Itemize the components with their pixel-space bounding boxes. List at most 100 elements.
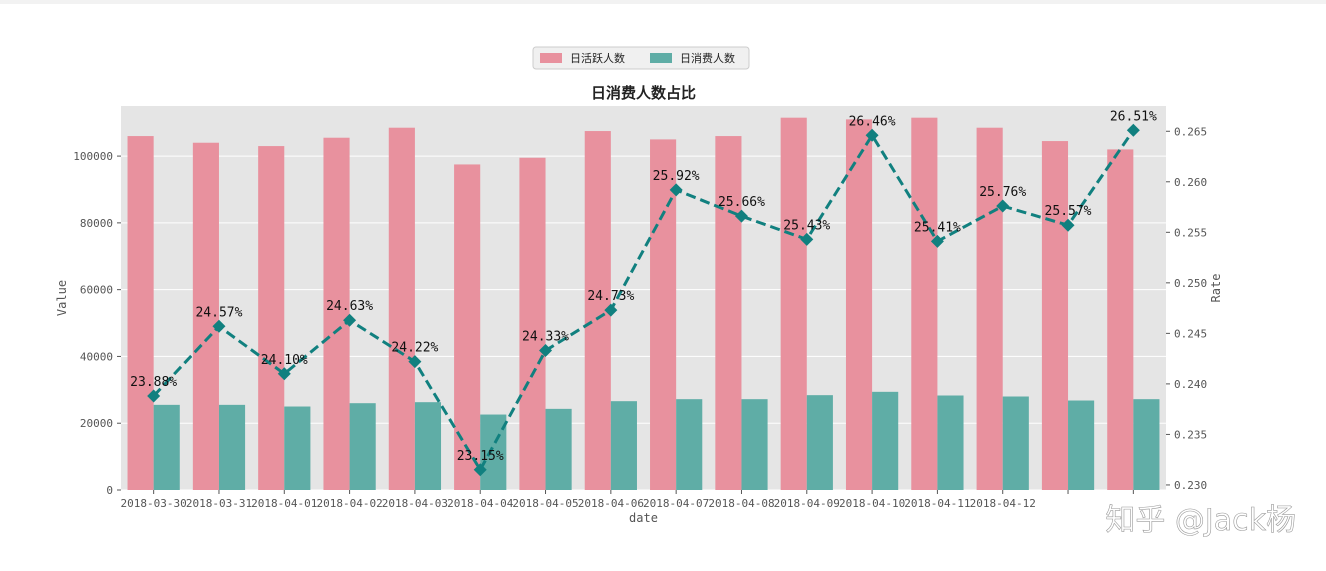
bar-consume-2018-04-07: [676, 399, 703, 490]
bar-consume-2018-04-11: [937, 395, 964, 490]
right-y-tick-label: 0.245: [1174, 327, 1207, 340]
x-tick-label: 2018-04-09: [774, 497, 840, 510]
axes: 0 20000 40000 60000 80000 100000 0.230 0.235 0.2…: [73, 125, 1207, 510]
rate-marker-2018-04-08: [734, 209, 748, 223]
rate-data-label: 24.10%: [261, 353, 308, 368]
bar-consume-2018-04-10: [872, 391, 899, 490]
rate-data-label: 24.22%: [391, 341, 438, 356]
chart-title: 日消费人数占比: [591, 84, 696, 102]
rate-marker-2018-04-10: [865, 128, 879, 142]
rate-data-label: 24.63%: [326, 299, 373, 314]
rate-data-label: 25.76%: [979, 185, 1026, 200]
rate-marker-2018-04-07: [669, 183, 683, 197]
rate-marker-2018-04-13: [1061, 218, 1075, 232]
rate-data-label: 25.41%: [914, 220, 961, 235]
rate-data-label: 25.57%: [1045, 204, 1092, 219]
rate-data-label: 23.88%: [130, 375, 177, 390]
rate-data-label: 24.73%: [587, 289, 634, 304]
bar-consume-2018-04-06: [610, 401, 637, 490]
x-tick-label: 2018-04-07: [643, 497, 709, 510]
x-tick-label: 2018-04-02: [316, 497, 382, 510]
right-y-tick-label: 0.250: [1174, 277, 1207, 290]
left-y-tick-label: 20000: [80, 417, 113, 430]
legend[interactable]: 日活跃人数 日消费人数: [532, 46, 750, 70]
rate-marker-2018-03-31: [212, 319, 226, 333]
right-y-tick-label: 0.255: [1174, 226, 1207, 239]
rate-marker-2018-04-09: [800, 232, 814, 246]
right-y-tick-label: 0.260: [1174, 176, 1207, 189]
bar-active-2018-04-10: [845, 119, 873, 491]
bar-active-2018-03-31: [192, 142, 219, 490]
bar-active-2018-04-01: [258, 146, 285, 490]
x-axis-title: date: [629, 511, 658, 525]
right-y-tick-label: 0.235: [1174, 428, 1207, 441]
legend-swatch-active: [540, 53, 562, 63]
rate-data-label: 25.43%: [783, 218, 830, 233]
x-tick-label: 2018-04-03: [382, 497, 448, 510]
bar-active-2018-04-08: [715, 136, 742, 490]
legend-label-consume: 日消费人数: [680, 51, 735, 65]
rate-marker-2018-04-05: [539, 344, 553, 358]
bar-active-2018-04-13: [1041, 141, 1069, 491]
top-strip: [0, 0, 1326, 4]
right-y-axis-title: Rate: [1209, 274, 1223, 303]
rate-marker-2018-04-14: [1126, 123, 1140, 137]
bar-active-2018-04-11: [911, 117, 938, 491]
bar-active-2018-04-14: [1107, 149, 1134, 490]
x-tick-label: 2018-03-30: [121, 497, 187, 510]
bar-consume-2018-04-02: [349, 403, 376, 490]
bar-consume-2018-04-05: [545, 408, 572, 490]
rate-marker-2018-04-06: [604, 303, 618, 317]
right-y-tick-label: 0.240: [1174, 378, 1207, 391]
bar-consume-2018-04-03: [414, 402, 442, 490]
watermark-text: 知乎 @Jack杨: [1105, 503, 1296, 538]
bar-consume-2018-03-31: [218, 404, 246, 490]
bar-active-2018-04-03: [388, 127, 415, 490]
rate-marker-2018-04-03: [408, 355, 422, 369]
rate-data-label: 23.15%: [457, 449, 504, 464]
rate-data-label: 26.46%: [849, 114, 896, 129]
legend-label-active: 日活跃人数: [570, 51, 625, 65]
rate-data-label: 26.51%: [1110, 109, 1157, 124]
rate-line: [152, 129, 1135, 473]
bar-consume-2018-03-30: [153, 404, 180, 490]
bar-consume-2018-04-13: [1068, 400, 1095, 490]
right-y-tick-label: 0.230: [1174, 479, 1207, 492]
bar-active-2018-04-04: [454, 164, 481, 490]
rate-line-series: [147, 123, 1140, 477]
rate-marker-2018-04-01: [277, 367, 291, 381]
rate-marker-2018-04-11: [930, 234, 944, 248]
left-y-tick-label: 80000: [80, 217, 113, 230]
legend-box: [532, 46, 750, 70]
bar-active-2018-04-02: [323, 137, 350, 490]
bar-active-2018-04-12: [976, 127, 1003, 490]
left-y-axis-title: Value: [55, 280, 69, 316]
x-tick-label: 2018-04-04: [447, 497, 514, 510]
x-tick-label: 2018-04-11: [904, 497, 970, 510]
legend-swatch-consume: [650, 53, 672, 63]
rate-data-label: 25.92%: [653, 169, 700, 184]
rate-data-label: 24.57%: [195, 305, 242, 320]
rate-marker-2018-04-04: [473, 463, 487, 477]
data-labels: 23.88% 24.57% 24.10% 24.63% 24.22% 23.15% 24.3…: [130, 109, 1157, 464]
x-tick-label: 2018-04-12: [970, 497, 1036, 510]
bar-consume-2018-04-01: [284, 406, 311, 490]
bar-consume-2018-04-12: [1002, 396, 1029, 490]
left-y-tick-label: 60000: [80, 284, 113, 297]
x-tick-label: 2018-04-06: [578, 497, 644, 510]
bar-consume-2018-04-14: [1133, 399, 1160, 490]
left-y-tick-label: 0: [106, 484, 113, 497]
bar-active-2018-04-09: [780, 117, 807, 491]
left-y-tick-label: 40000: [80, 350, 113, 363]
rate-marker-2018-04-12: [996, 199, 1010, 213]
x-tick-label: 2018-04-01: [251, 497, 317, 510]
rate-data-label: 24.33%: [522, 330, 569, 345]
x-tick-label: 2018-04-05: [512, 497, 578, 510]
x-tick-label: 2018-04-08: [708, 497, 774, 510]
x-tick-label: 2018-04-10: [839, 497, 905, 510]
rate-data-label: 25.66%: [718, 195, 765, 210]
rate-marker-2018-04-02: [343, 313, 357, 327]
bar-consume-2018-04-09: [806, 395, 833, 490]
bar-active-2018-04-05: [519, 157, 546, 490]
bar-series: [127, 117, 1160, 491]
